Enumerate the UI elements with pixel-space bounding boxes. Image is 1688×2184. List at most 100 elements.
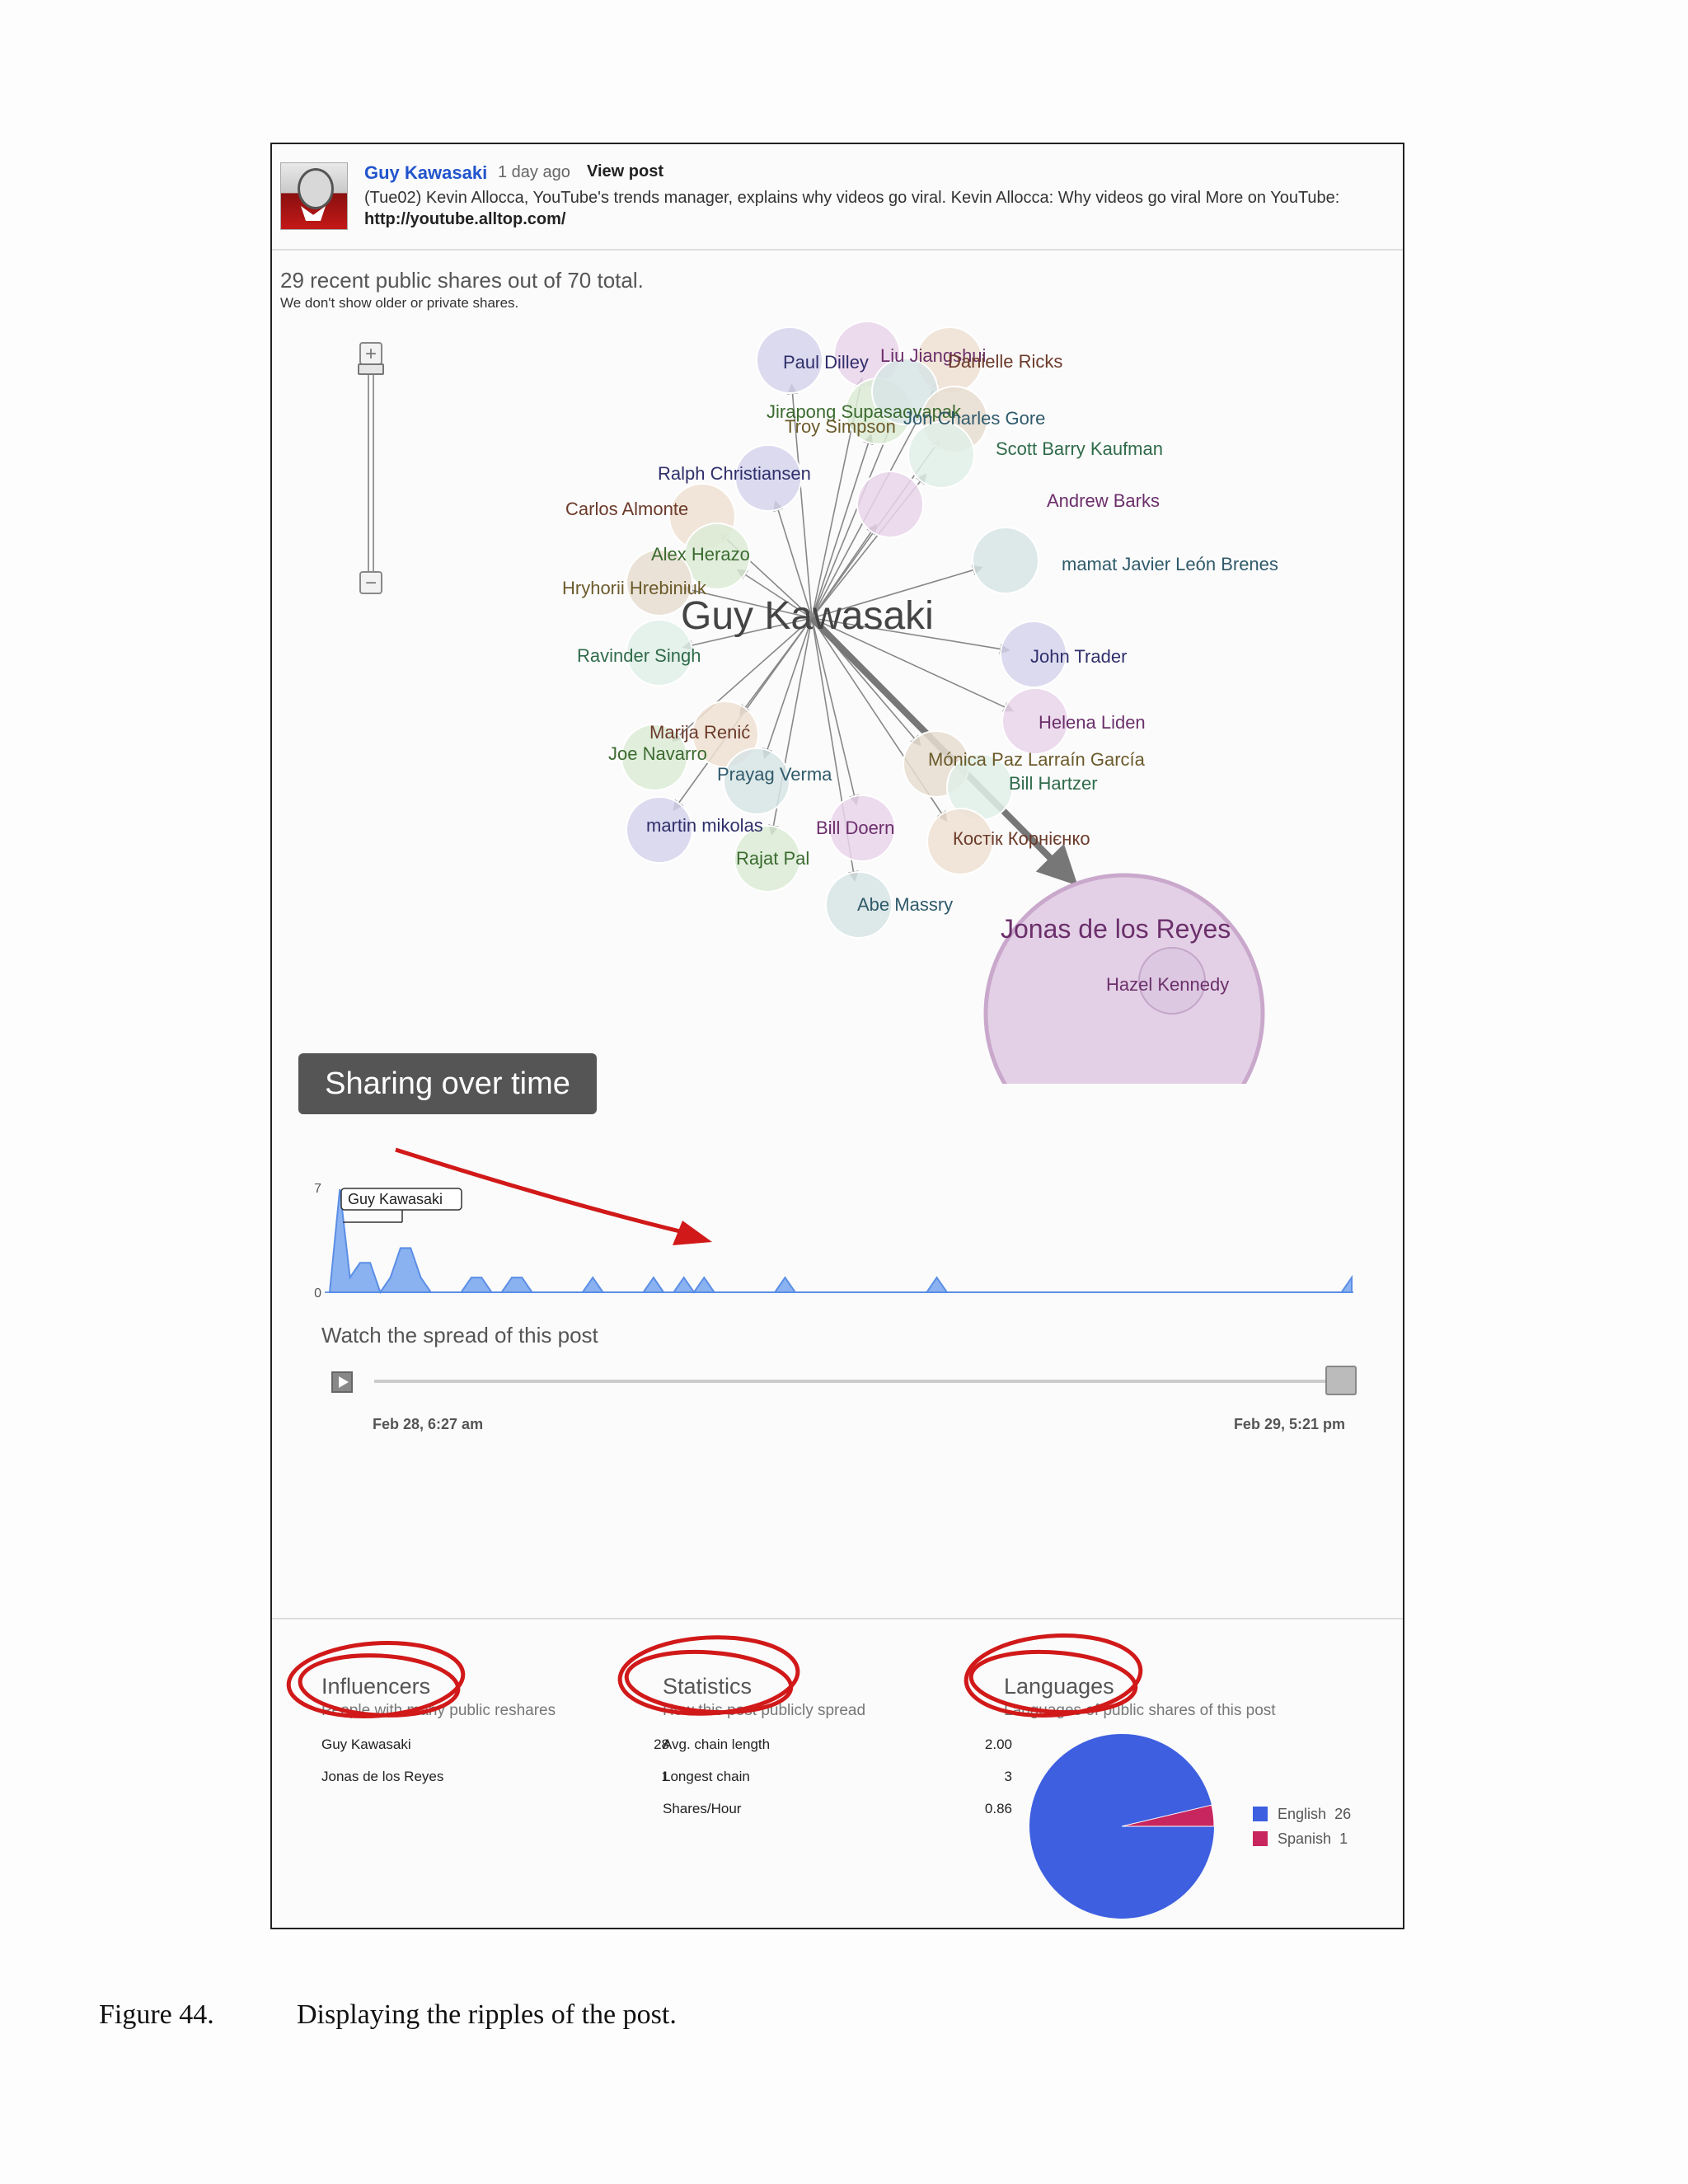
annotation-arrow [395,1147,701,1239]
node-label[interactable]: Hryhorii Hrebiniuk [562,578,707,598]
share-edge [811,523,877,619]
sharing-area [328,1188,1353,1295]
node-label[interactable]: Paul Dilley [783,352,869,373]
timeline-slider-handle[interactable] [1325,1366,1357,1395]
sharing-over-time-button[interactable]: Sharing over time [298,1053,597,1114]
pie-slice-english[interactable] [1029,1733,1214,1919]
node-label[interactable]: Jirapong Supasaovapak [767,401,962,422]
node-circle[interactable] [828,794,896,862]
influencers-title: Influencers [321,1674,431,1699]
node-circle[interactable] [856,471,924,538]
bottom-divider [272,1618,1403,1620]
node-label[interactable]: John Trader [1030,646,1127,667]
node-label[interactable]: Mónica Paz Larraín García [928,749,1146,770]
node-circle[interactable] [972,527,1039,594]
node-label[interactable]: Костік Корнієнко [953,828,1090,849]
node-circle[interactable] [683,523,751,590]
node-label[interactable]: Abe Massry [857,894,953,915]
node-circle[interactable] [621,724,688,791]
node-label[interactable]: Andrew Barks [1047,490,1160,511]
node-label[interactable]: Joe Navarro [608,743,707,764]
node-circle[interactable] [825,871,893,939]
node-circle[interactable] [723,748,790,815]
legend-swatch-english [1253,1807,1268,1821]
node-label[interactable]: Ralph Christiansen [658,463,811,484]
author-link[interactable]: Guy Kawasaki [364,162,488,183]
node-label[interactable]: Liu Jiangshui [880,345,986,366]
node-circle[interactable] [626,619,693,687]
node-circle[interactable] [1001,687,1069,755]
influencer-name[interactable]: Guy Kawasaki [321,1736,411,1752]
statistics-title: Statistics [663,1674,753,1699]
languages-subtitle: Languages of public shares of this post [1004,1702,1276,1719]
pie-slice-spanish[interactable] [1121,1804,1215,1827]
node-label-large[interactable]: Jonas de los Reyes [1001,914,1231,944]
post-time: 1 day ago [498,163,570,181]
statistic-name: Shares/Hour [663,1801,742,1816]
node-label[interactable]: Danielle Ricks [948,351,1062,372]
influencer-name[interactable]: Jonas de los Reyes [321,1769,444,1784]
node-label[interactable]: Alex Herazo [651,544,750,565]
statistic-name: Longest chain [663,1769,750,1784]
node-circle[interactable] [907,421,975,489]
share-edge [682,585,813,619]
node-label[interactable]: Helena Liden [1039,712,1146,733]
share-edge [736,569,813,619]
figure-caption: Displaying the ripples of the post. [297,1999,677,2030]
node-label[interactable]: Troy Simpson [785,416,896,437]
share-edge [811,413,898,619]
node-label[interactable]: Bill Doern [816,818,894,838]
node-circle[interactable] [626,796,693,864]
center-node-label[interactable]: Guy Kawasaki [681,594,934,638]
node-circle[interactable] [626,549,693,616]
legend-swatch-spanish [1253,1831,1268,1846]
share-edge [762,617,813,760]
node-circle-large[interactable] [983,873,1265,1084]
legend-english: English 26 [1278,1806,1352,1822]
node-circle[interactable] [734,444,802,512]
share-edge [811,565,983,619]
annotation-arrowhead [673,1221,712,1245]
shares-count: 29 recent public shares out of 70 total. [280,268,644,293]
zoom-out-button[interactable]: − [359,571,382,594]
node-label[interactable]: Hazel Kennedy [1106,974,1229,995]
node-label[interactable]: Carlos Almonte [565,499,688,519]
view-post-link[interactable]: View post [587,162,663,180]
node-circle[interactable] [926,808,994,875]
statistic-value: 3 [1004,1769,1012,1784]
node-label[interactable]: Bill Hartzer [1009,773,1098,794]
zoom-slider-handle[interactable] [358,363,384,375]
influencers-subtitle: People with many public reshares [321,1702,556,1719]
influencer-count: 1 [661,1769,669,1784]
share-edge [811,617,1010,654]
node-circle[interactable] [734,825,801,893]
node-label[interactable]: Marija Renić [649,722,750,743]
y-max-label: 7 [314,1182,321,1196]
share-edge [811,617,1015,712]
node-label[interactable]: Ravinder Singh [577,645,701,666]
timeline-slider-track[interactable] [374,1380,1347,1383]
node-label[interactable]: Prayag Verma [717,764,832,785]
statistic-value: 2.00 [984,1736,1012,1752]
statistics-subtitle: How this post publicly spread [663,1702,866,1719]
languages-title: Languages [1004,1674,1114,1699]
node-circle[interactable] [1138,947,1206,1015]
post-text: (Tue02) Kevin Allocca, YouTube's trends … [364,187,1395,230]
post-header: Guy Kawasaki 1 day ago View post (Tue02)… [272,144,1403,251]
node-label[interactable]: Jon Charles Gore [903,408,1045,429]
node-label[interactable]: Scott Barry Kaufman [996,438,1163,459]
node-label[interactable]: mamat Javier León Brenes [1062,554,1278,574]
y-min-label: 0 [314,1286,321,1301]
play-icon [339,1376,349,1388]
post-url-link[interactable]: http://youtube.alltop.com/ [364,210,566,228]
avatar[interactable] [280,162,348,230]
chart-tooltip [340,1188,462,1211]
node-circle[interactable] [1000,621,1067,688]
node-label[interactable]: Rajat Pal [736,848,809,869]
node-circle[interactable] [756,326,823,394]
chart-tooltip-text: Guy Kawasaki [348,1191,443,1207]
play-button[interactable] [331,1371,353,1393]
node-circle[interactable] [692,701,759,768]
node-label[interactable]: martin mikolas [646,815,763,836]
